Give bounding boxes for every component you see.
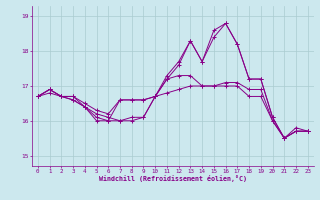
X-axis label: Windchill (Refroidissement éolien,°C): Windchill (Refroidissement éolien,°C)	[99, 175, 247, 182]
